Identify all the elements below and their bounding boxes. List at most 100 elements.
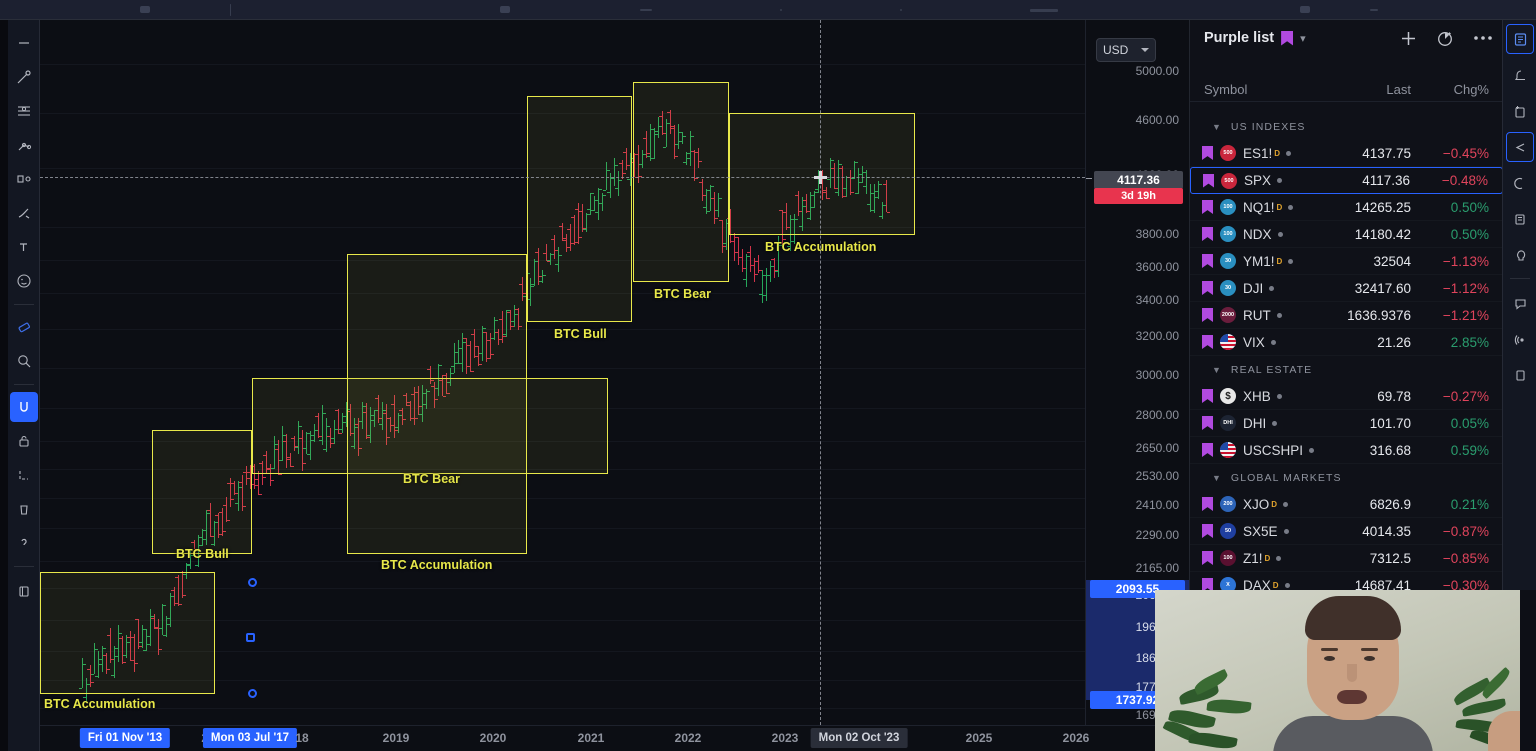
- watchlist-row[interactable]: 500 ES1! D 4137.75 −0.45%: [1190, 140, 1502, 167]
- fib-retracement-icon[interactable]: [10, 96, 38, 126]
- magnet-tool-icon[interactable]: [10, 392, 38, 422]
- watchlist-row[interactable]: 100 Z1! D 7312.5 −0.85%: [1190, 545, 1502, 572]
- notes-icon[interactable]: [1506, 360, 1534, 390]
- pitchfork-icon[interactable]: [10, 130, 38, 160]
- watchlist-row[interactable]: 30 DJI 32417.60 −1.12%: [1190, 275, 1502, 302]
- watchlist-rows[interactable]: ▼ US INDEXES 500 ES1! D 4137.75 −0.45% 500 SPX 41…: [1190, 113, 1502, 608]
- column-chg[interactable]: Chg%: [1453, 82, 1489, 97]
- row-flag-icon[interactable]: [1202, 497, 1213, 511]
- time-pill-crosshair[interactable]: Mon 02 Oct '23: [810, 728, 908, 748]
- alerts-icon[interactable]: [1506, 60, 1534, 90]
- brush-icon[interactable]: [10, 198, 38, 228]
- chat-icon[interactable]: [1506, 288, 1534, 318]
- row-flag-icon[interactable]: [1202, 524, 1213, 538]
- row-flag-icon[interactable]: [1202, 335, 1213, 349]
- row-flag-icon[interactable]: [1203, 173, 1214, 188]
- currency-selector[interactable]: USD: [1096, 38, 1156, 62]
- row-flag-icon[interactable]: [1202, 416, 1213, 430]
- drawing-toolbar[interactable]: [0, 20, 40, 751]
- chart-zone-label[interactable]: BTC Bull: [176, 547, 229, 561]
- time-pill-mid[interactable]: Mon 03 Jul '17: [202, 728, 298, 748]
- cursor-cross-icon[interactable]: [10, 28, 38, 58]
- row-flag-icon[interactable]: [1202, 254, 1213, 268]
- chevron-down-icon[interactable]: ▼: [1212, 472, 1221, 483]
- chart-zone-rectangle[interactable]: [152, 430, 252, 554]
- chart-zone-label[interactable]: BTC Bear: [403, 472, 460, 486]
- watchlist-row[interactable]: 100 NDX 14180.42 0.50%: [1190, 221, 1502, 248]
- symbol-name[interactable]: RUT: [1243, 308, 1319, 323]
- row-flag-icon[interactable]: [1202, 200, 1213, 214]
- row-flag-icon[interactable]: [1202, 308, 1213, 322]
- watchlist-group-header[interactable]: ▼ US INDEXES: [1190, 113, 1502, 140]
- more-options-icon[interactable]: [1473, 35, 1493, 41]
- zoom-in-icon[interactable]: [10, 346, 38, 376]
- object-tree-icon[interactable]: [10, 576, 38, 606]
- watchlist-panel-icon[interactable]: [1506, 24, 1534, 54]
- trend-line-icon[interactable]: [10, 62, 38, 92]
- row-flag-icon[interactable]: [1202, 578, 1213, 592]
- watchlist-title[interactable]: Purple list: [1204, 30, 1275, 46]
- chart-canvas[interactable]: BTC Accumulation BTC Bull BTC Bear BTC Accu…: [40, 20, 1085, 725]
- watchlist-row[interactable]: $ XHB 69.78 −0.27%: [1190, 383, 1502, 410]
- symbol-name[interactable]: DAX D: [1243, 578, 1319, 593]
- symbol-name[interactable]: NDX: [1243, 227, 1319, 242]
- row-flag-icon[interactable]: [1202, 146, 1213, 160]
- chart-zone-label[interactable]: BTC Bull: [554, 327, 607, 341]
- broadcast-icon[interactable]: [1506, 324, 1534, 354]
- symbol-name[interactable]: Z1! D: [1243, 551, 1319, 566]
- column-last[interactable]: Last: [1386, 82, 1411, 97]
- row-flag-icon[interactable]: [1202, 551, 1213, 565]
- emoji-icon[interactable]: [10, 266, 38, 296]
- watchlist-row[interactable]: 30 YM1! D 32504 −1.13%: [1190, 248, 1502, 275]
- chart-zone-rectangle[interactable]: [347, 254, 527, 554]
- time-axis[interactable]: Fri 01 Nov '13 20 Mon 03 Jul '17 18 2019…: [40, 725, 1189, 751]
- chevron-down-icon[interactable]: ▼: [1212, 364, 1221, 375]
- watchlist-row[interactable]: 2000 RUT 1636.9376 −1.21%: [1190, 302, 1502, 329]
- watchlist-row[interactable]: 50 SX5E 4014.35 −0.87%: [1190, 518, 1502, 545]
- row-flag-icon[interactable]: [1202, 281, 1213, 295]
- symbol-name[interactable]: USCSHPI: [1243, 443, 1319, 458]
- watchlist-row[interactable]: 500 SPX 4117.36 −0.48%: [1190, 167, 1502, 194]
- row-flag-icon[interactable]: [1202, 227, 1213, 241]
- hide-drawings-icon[interactable]: [10, 460, 38, 490]
- row-flag-icon[interactable]: [1202, 443, 1213, 457]
- news-icon[interactable]: [1506, 204, 1534, 234]
- chart-zone-label[interactable]: BTC Accumulation: [381, 558, 493, 572]
- symbol-name[interactable]: XJO D: [1243, 497, 1319, 512]
- watchlist-group-header[interactable]: ▼ GLOBAL MARKETS: [1190, 464, 1502, 491]
- chart-zone-rectangle[interactable]: [729, 113, 915, 235]
- watchlist-row[interactable]: USCSHPI 316.68 0.59%: [1190, 437, 1502, 464]
- symbol-name[interactable]: YM1! D: [1243, 254, 1319, 269]
- calendar-icon[interactable]: [1506, 168, 1534, 198]
- symbol-name[interactable]: NQ1! D: [1243, 200, 1319, 215]
- add-symbol-icon[interactable]: [1399, 29, 1418, 48]
- help-icon[interactable]: [10, 528, 38, 558]
- top-toolbar[interactable]: [0, 0, 1536, 20]
- hotlist-icon[interactable]: [1506, 132, 1534, 162]
- watchlist-row[interactable]: DHI DHI 101.70 0.05%: [1190, 410, 1502, 437]
- zone-resize-handle[interactable]: [248, 578, 257, 587]
- zone-resize-handle[interactable]: [248, 689, 257, 698]
- symbol-name[interactable]: SPX: [1244, 173, 1318, 188]
- chart-zone-rectangle[interactable]: [40, 572, 215, 694]
- watchlist-row[interactable]: 200 XJO D 6826.9 0.21%: [1190, 491, 1502, 518]
- chart-zone-rectangle[interactable]: [252, 378, 608, 474]
- trash-drawings-icon[interactable]: [10, 494, 38, 524]
- time-pill-start[interactable]: Fri 01 Nov '13: [79, 728, 171, 748]
- symbol-name[interactable]: DJI: [1243, 281, 1319, 296]
- chart-zone-label[interactable]: BTC Bear: [654, 287, 711, 301]
- gann-box-icon[interactable]: [10, 164, 38, 194]
- measure-ruler-icon[interactable]: [10, 312, 38, 342]
- chart-zone-rectangle[interactable]: [633, 82, 729, 282]
- chevron-down-icon[interactable]: ▼: [1212, 121, 1221, 132]
- symbol-name[interactable]: ES1! D: [1243, 146, 1319, 161]
- symbol-name[interactable]: XHB: [1243, 389, 1319, 404]
- column-symbol[interactable]: Symbol: [1204, 82, 1248, 97]
- watchlist-group-header[interactable]: ▼ REAL ESTATE: [1190, 356, 1502, 383]
- symbol-name[interactable]: DHI: [1243, 416, 1319, 431]
- chart-zone-label[interactable]: BTC Accumulation: [44, 697, 156, 711]
- watchlist-row[interactable]: 100 NQ1! D 14265.25 0.50%: [1190, 194, 1502, 221]
- symbol-name[interactable]: VIX: [1243, 335, 1319, 350]
- data-window-icon[interactable]: [1506, 96, 1534, 126]
- pie-clock-icon[interactable]: [1436, 29, 1455, 48]
